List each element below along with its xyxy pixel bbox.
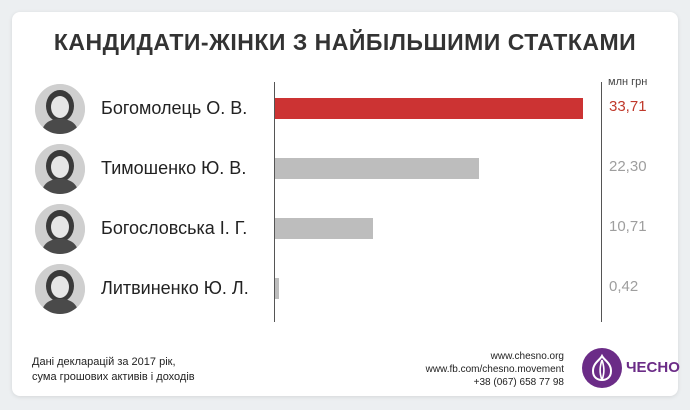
chart-row: Богословська І. Г. 10,71 bbox=[12, 199, 678, 259]
category-label: Богословська І. Г. bbox=[101, 218, 248, 238]
category-label: Богомолець О. В. bbox=[101, 98, 248, 118]
logo-text: ЧЕСНО bbox=[626, 359, 680, 376]
value-label: 33,71 bbox=[609, 98, 647, 115]
website-link[interactable]: www.chesno.org bbox=[490, 351, 564, 362]
avatar-icon bbox=[35, 84, 85, 134]
avatar-icon bbox=[35, 204, 85, 254]
bar bbox=[275, 98, 583, 119]
value-label: 10,71 bbox=[609, 218, 647, 235]
bar bbox=[275, 218, 373, 239]
unit-label: млн грн bbox=[608, 76, 648, 88]
footnote-line-2: сума грошових активів і доходів bbox=[32, 371, 195, 383]
value-label: 0,42 bbox=[609, 278, 639, 295]
phone-number: +38 (067) 658 77 98 bbox=[473, 377, 564, 388]
value-label: 22,30 bbox=[609, 158, 647, 175]
bar bbox=[275, 158, 479, 179]
chart-title: КАНДИДАТИ-ЖІНКИ З НАЙБІЛЬШИМИ СТАТКАМИ bbox=[53, 29, 637, 55]
avatar-icon bbox=[35, 264, 85, 314]
chart-row: Богомолець О. В. 33,71 bbox=[12, 79, 678, 139]
right-axis-line bbox=[601, 82, 602, 322]
contacts: www.chesno.org www.fb.com/chesno.movemen… bbox=[426, 350, 564, 389]
chart-row: Тимошенко Ю. В. 22,30 bbox=[12, 139, 678, 199]
facebook-link[interactable]: www.fb.com/chesno.movement bbox=[425, 364, 564, 375]
left-axis-line bbox=[274, 82, 275, 322]
category-label: Тимошенко Ю. В. bbox=[101, 158, 247, 178]
avatar-icon bbox=[35, 144, 85, 194]
category-label: Литвиненко Ю. Л. bbox=[101, 278, 249, 298]
chart-row: Литвиненко Ю. Л. 0,42 bbox=[12, 259, 678, 319]
bar bbox=[275, 278, 279, 299]
footnote: Дані декларацій за 2017 рік, сума грошов… bbox=[32, 355, 195, 385]
garlic-icon bbox=[582, 348, 622, 388]
infographic-card: КАНДИДАТИ-ЖІНКИ З НАЙБІЛЬШИМИ СТАТКАМИ м… bbox=[12, 12, 680, 396]
footnote-line-1: Дані декларацій за 2017 рік, bbox=[32, 356, 176, 368]
